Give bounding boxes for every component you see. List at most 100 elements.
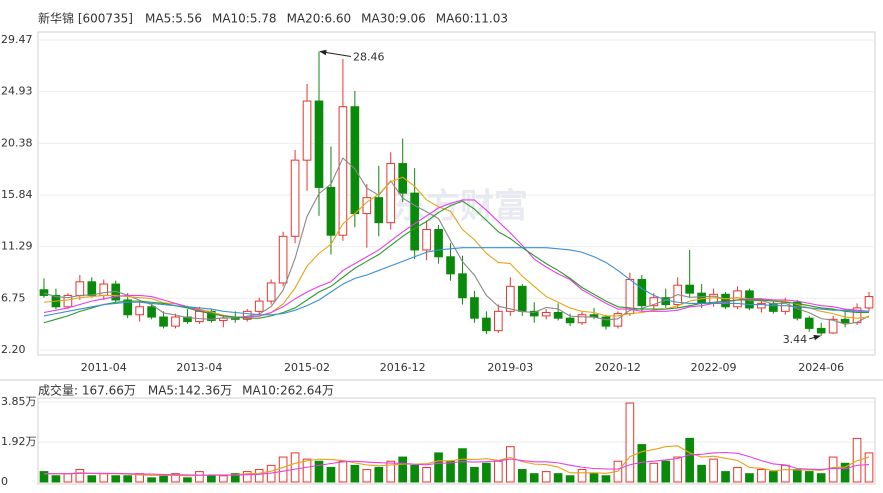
volume-bar (386, 460, 396, 483)
volume-bar (171, 473, 180, 483)
x-tick-label: 2015-02 (284, 361, 330, 374)
volume-bar (147, 477, 156, 483)
y-tick-label: 11.29 (1, 240, 33, 253)
volume-bar (828, 456, 838, 483)
volume-bar (697, 464, 706, 483)
max-annotation: 28.46 (353, 50, 385, 63)
candle-body (613, 313, 623, 327)
volume-bar (840, 462, 850, 483)
candle-body (541, 311, 551, 317)
volume-bar (398, 456, 408, 483)
min-arrow (809, 334, 821, 341)
candle-body (470, 297, 479, 319)
candle-body (529, 310, 539, 317)
legend-entry: MA10:262.64万 (242, 384, 334, 398)
candle-body (278, 235, 288, 284)
candle-body (505, 285, 515, 312)
volume-bar (769, 471, 778, 483)
y-tick-label: 15.84 (1, 188, 33, 201)
candle-body (637, 279, 647, 307)
volume-bar (278, 456, 288, 483)
volume-bar (219, 475, 228, 483)
volume-bar (422, 466, 431, 483)
price-frame (37, 31, 876, 356)
panel-title: 新华锦 [600735] (38, 11, 133, 26)
volume-bar (625, 402, 635, 483)
volume-bar (733, 466, 742, 483)
candle-body (266, 282, 276, 302)
volume-bar (589, 473, 599, 483)
volume-bar (51, 475, 61, 483)
y-tick-label: 2.20 (1, 343, 26, 356)
volume-bar (111, 475, 121, 483)
volume-bar (207, 475, 216, 483)
candle-body (482, 317, 491, 332)
volume-bar (541, 471, 551, 483)
ma-line (43, 200, 870, 324)
candle-body (757, 302, 766, 309)
y-tick-label: 6.75 (1, 291, 26, 304)
volume-bar (242, 471, 252, 483)
candle-body (123, 299, 133, 316)
legend-entry: MA30:9.06 (361, 12, 426, 26)
candle-body (601, 316, 611, 327)
candle-body (183, 316, 192, 323)
candle-body (350, 106, 360, 215)
volume-bar (326, 466, 336, 483)
volume-bar (314, 460, 324, 483)
candle-body (553, 311, 563, 319)
volume-bar (350, 464, 360, 483)
volume-bar (458, 448, 467, 483)
volume-bar (649, 462, 659, 483)
volume-bar (804, 471, 814, 483)
volume-bar (780, 464, 790, 483)
volume-bar (99, 473, 109, 483)
candle-body (290, 159, 300, 237)
volume-bar (816, 473, 826, 483)
volume-bar (183, 477, 192, 483)
volume-bar (123, 475, 133, 483)
panel-title: 成交量: 167.66万 (38, 383, 136, 398)
candle-body (517, 285, 527, 312)
volume-bar (290, 452, 300, 483)
y-tick-label: 0 (1, 475, 8, 488)
volume-bar (553, 473, 563, 483)
candle-body (446, 256, 455, 275)
volume-bar (374, 466, 384, 483)
volume-bar (63, 473, 73, 483)
x-tick-label: 2024-06 (798, 361, 844, 374)
volume-bar (745, 473, 754, 483)
candle-body (254, 300, 264, 312)
volume-bar (517, 469, 527, 483)
volume-bar (230, 473, 240, 483)
legend-entry: MA60:11.03 (436, 12, 508, 26)
y-tick-label: 1.92万 (1, 435, 37, 448)
candle-body (864, 296, 874, 309)
legend-entry: MA5:142.36万 (148, 384, 232, 398)
x-tick-label: 2022-09 (691, 361, 737, 374)
candle-body (302, 100, 312, 161)
x-tick-label: 2020-12 (595, 361, 641, 374)
volume-frame (37, 397, 876, 485)
max-arrow (319, 49, 352, 57)
candle-body (159, 316, 168, 327)
min-annotation: 3.44 (783, 333, 808, 346)
volume-bar (254, 469, 264, 483)
volume-bar (159, 475, 168, 483)
candle-body (195, 310, 204, 323)
candle-body (685, 284, 694, 294)
volume-bar (39, 471, 49, 483)
volume-bar (434, 452, 443, 483)
candle-body (422, 229, 431, 251)
x-tick-label: 2019-03 (487, 361, 533, 374)
ma-line (43, 451, 870, 476)
candle-body (87, 281, 97, 296)
volume-bar (302, 458, 312, 483)
candle-body (171, 316, 180, 327)
candle-body (39, 289, 49, 296)
volume-bar (864, 452, 874, 483)
volume-bar (338, 460, 348, 483)
volume-bar (577, 469, 587, 483)
